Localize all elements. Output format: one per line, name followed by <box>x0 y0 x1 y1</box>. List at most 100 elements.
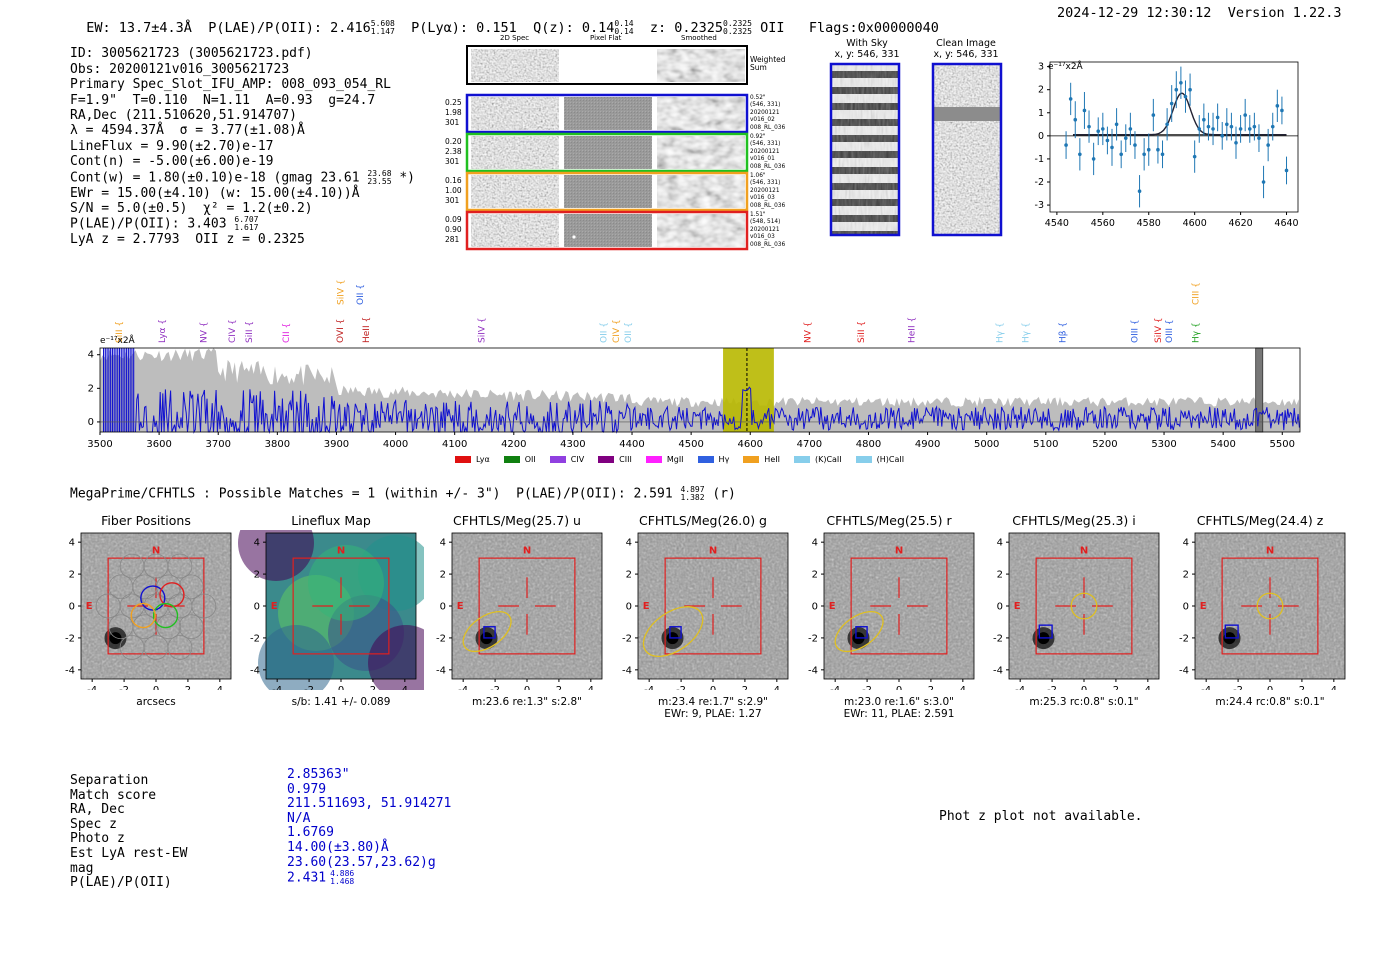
cutout-ytick: -4 <box>808 665 818 676</box>
cutout-ytick: -2 <box>1179 633 1189 644</box>
spectral-line-label: CII { <box>282 323 292 343</box>
legend-label: CIV <box>570 455 585 464</box>
match-value: 2.431 4.886 1.468 <box>287 869 355 887</box>
zoom-data-point <box>1243 113 1247 117</box>
legend-swatch <box>743 456 760 463</box>
legend-swatch <box>549 456 566 463</box>
match-label: Photo z <box>70 831 125 847</box>
cutout-image-i: N E 4 2 0 -2 -4 -4 -2 0 2 4 <box>993 532 1160 690</box>
legend-label: CIII <box>619 455 632 464</box>
clean-image <box>933 64 1001 235</box>
info-radec: RA,Dec (211.510620,51.914707) <box>70 108 297 124</box>
spectrum-xtick: 5200 <box>1092 439 1117 450</box>
header-z-range: 0.2325 0.2325 <box>723 19 752 36</box>
cutout-xtick: -2 <box>862 685 872 690</box>
zoom-data-point <box>1142 152 1146 157</box>
spectral-line-label: OVI { <box>336 319 346 343</box>
spectral-line-label: SiII { <box>115 321 125 343</box>
zoom-data-point <box>1073 117 1078 122</box>
zoom-data-point <box>1156 147 1160 152</box>
match-label: P(LAE)/P(OII) <box>70 875 172 891</box>
cutout-xtick: 0 <box>524 685 530 690</box>
header-qz: Q(z): 0.14 <box>533 20 615 36</box>
zoom-data-point <box>1202 117 1206 122</box>
spectrum-xtick: 3900 <box>324 439 349 450</box>
spectrum-xtick: 4000 <box>383 439 408 450</box>
zoom-data-point <box>1257 136 1261 140</box>
cutout-ytick: 0 <box>254 602 260 613</box>
east-label: E <box>643 601 650 612</box>
zoom-data-point <box>1165 122 1169 127</box>
header-plae-range: 5.608 1.147 <box>370 19 395 36</box>
info-params: F=1.9" T=0.110 N=1.11 A=0.93 g=24.7 <box>70 92 376 108</box>
clean-image-title: Clean Image x, y: 546, 331 <box>933 38 999 60</box>
spectral-line-label: SiIV { <box>1154 317 1164 343</box>
zoom-data-point <box>1225 122 1229 127</box>
north-label: N <box>523 545 531 556</box>
cutout-ytick: -4 <box>993 665 1003 676</box>
zoom-data-point <box>1215 115 1220 120</box>
zoom-data-point <box>1123 136 1128 140</box>
zoom-data-point <box>1110 145 1114 150</box>
header-flags: Flags:0x00000040 <box>808 20 939 36</box>
cutout-xtick: -2 <box>676 685 686 690</box>
cutout-xtick: -4 <box>1201 685 1211 690</box>
cutout-xtick: 4 <box>774 685 780 690</box>
zoom-ytick: 1 <box>1038 108 1044 119</box>
spectral-line-label: OII { <box>600 322 610 343</box>
cutout-xtick: 4 <box>960 685 966 690</box>
spectrum-xtick: 3500 <box>87 439 112 450</box>
spectrum-xtick: 4100 <box>442 439 467 450</box>
legend-label: HeII <box>764 455 780 464</box>
zoom-data-point <box>1183 94 1188 99</box>
north-label: N <box>709 545 717 556</box>
cutout-xtick: -4 <box>644 685 654 690</box>
spectrum-xtick: 5500 <box>1270 439 1295 450</box>
info-lineflux: LineFlux = 9.90(±2.70)e-17 <box>70 138 274 154</box>
cutout-ytick: -2 <box>436 633 446 644</box>
cutout-ytick: 4 <box>1183 538 1189 549</box>
spectrum-xtick: 4800 <box>856 439 881 450</box>
info-contn: Cont(n) = -5.00(±6.00)e-19 <box>70 154 274 170</box>
cutout-ytick: -4 <box>622 665 632 676</box>
cutout-ytick: 0 <box>1183 602 1189 613</box>
cutout-ytick: 2 <box>626 570 632 581</box>
cutout-ytick: -2 <box>65 633 75 644</box>
cutout-xtick: 4 <box>588 685 594 690</box>
spectrum-xtick: 4700 <box>797 439 822 450</box>
zoom-data-point <box>1234 140 1238 145</box>
match-label: RA, Dec <box>70 802 125 818</box>
cutout-image-u: N E 4 2 0 -2 -4 -4 -2 0 2 4 <box>436 532 603 690</box>
cutout-caption-i: m:25.3 rc:0.8" s:0.1" <box>1029 696 1139 708</box>
legend-item: OII <box>503 455 536 464</box>
legend-label: Lyα <box>476 455 490 464</box>
cutout-title-r: CFHTLS/Meg(25.5) r <box>826 513 952 528</box>
zoom-data-point <box>1146 147 1151 152</box>
header-version: Version 1.22.3 <box>1227 5 1342 21</box>
zoom-data-point <box>1087 124 1091 129</box>
match-label: Spec z <box>70 816 117 832</box>
spectral-line-label: CIV { <box>612 319 622 343</box>
match-table-labels: Separation Match score RA, Dec Spec z Photo … <box>70 773 187 891</box>
zoom-data-point <box>1270 124 1275 129</box>
spectral-line-label: Hγ { <box>1191 322 1201 343</box>
line-legend: Lyα OII CIV CIII MgII Hγ HeII (K)CaII (H)CaII <box>455 448 918 467</box>
cutout-xtick: -2 <box>1233 685 1243 690</box>
north-label: N <box>1080 545 1088 556</box>
header-summary: EW: 13.7±4.3Å P(LAE)/P(OII): 2.416 5.608 1… <box>70 4 939 37</box>
zoom-data-point <box>1160 152 1165 157</box>
zoom-data-point <box>1091 157 1096 161</box>
zoom-data-point <box>1105 138 1110 143</box>
cutout-ytick: 0 <box>812 602 818 613</box>
spectrum-xtick: 4900 <box>915 439 940 450</box>
match-table-values: 2.85363" 0.979 211.511693, 51.914271 N/A 1.6… <box>287 767 451 887</box>
cutout-image-lineflux: N E 4 2 0 -2 -4 -4 -2 0 2 4 <box>238 530 424 690</box>
info-lya: LyA z = 2.7793 OII z = 0.2325 <box>70 232 305 248</box>
spectral-line-label: OIII { <box>1165 319 1175 343</box>
col-pixel-flat: Pixel Flat <box>590 34 622 42</box>
match-value: 23.60(23.57,23.62)g <box>287 854 436 870</box>
cutout-xtick: -4 <box>830 685 840 690</box>
spectral-line-label: CIII { <box>1191 282 1201 305</box>
cutout-caption-z: m:24.4 rc:0.8" s:0.1" <box>1215 696 1325 708</box>
zoom-data-point <box>1252 124 1257 129</box>
